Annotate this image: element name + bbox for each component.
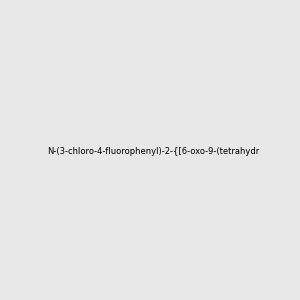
Text: N-(3-chloro-4-fluorophenyl)-2-{[6-oxo-9-(tetrahydr: N-(3-chloro-4-fluorophenyl)-2-{[6-oxo-9-…	[48, 147, 260, 156]
